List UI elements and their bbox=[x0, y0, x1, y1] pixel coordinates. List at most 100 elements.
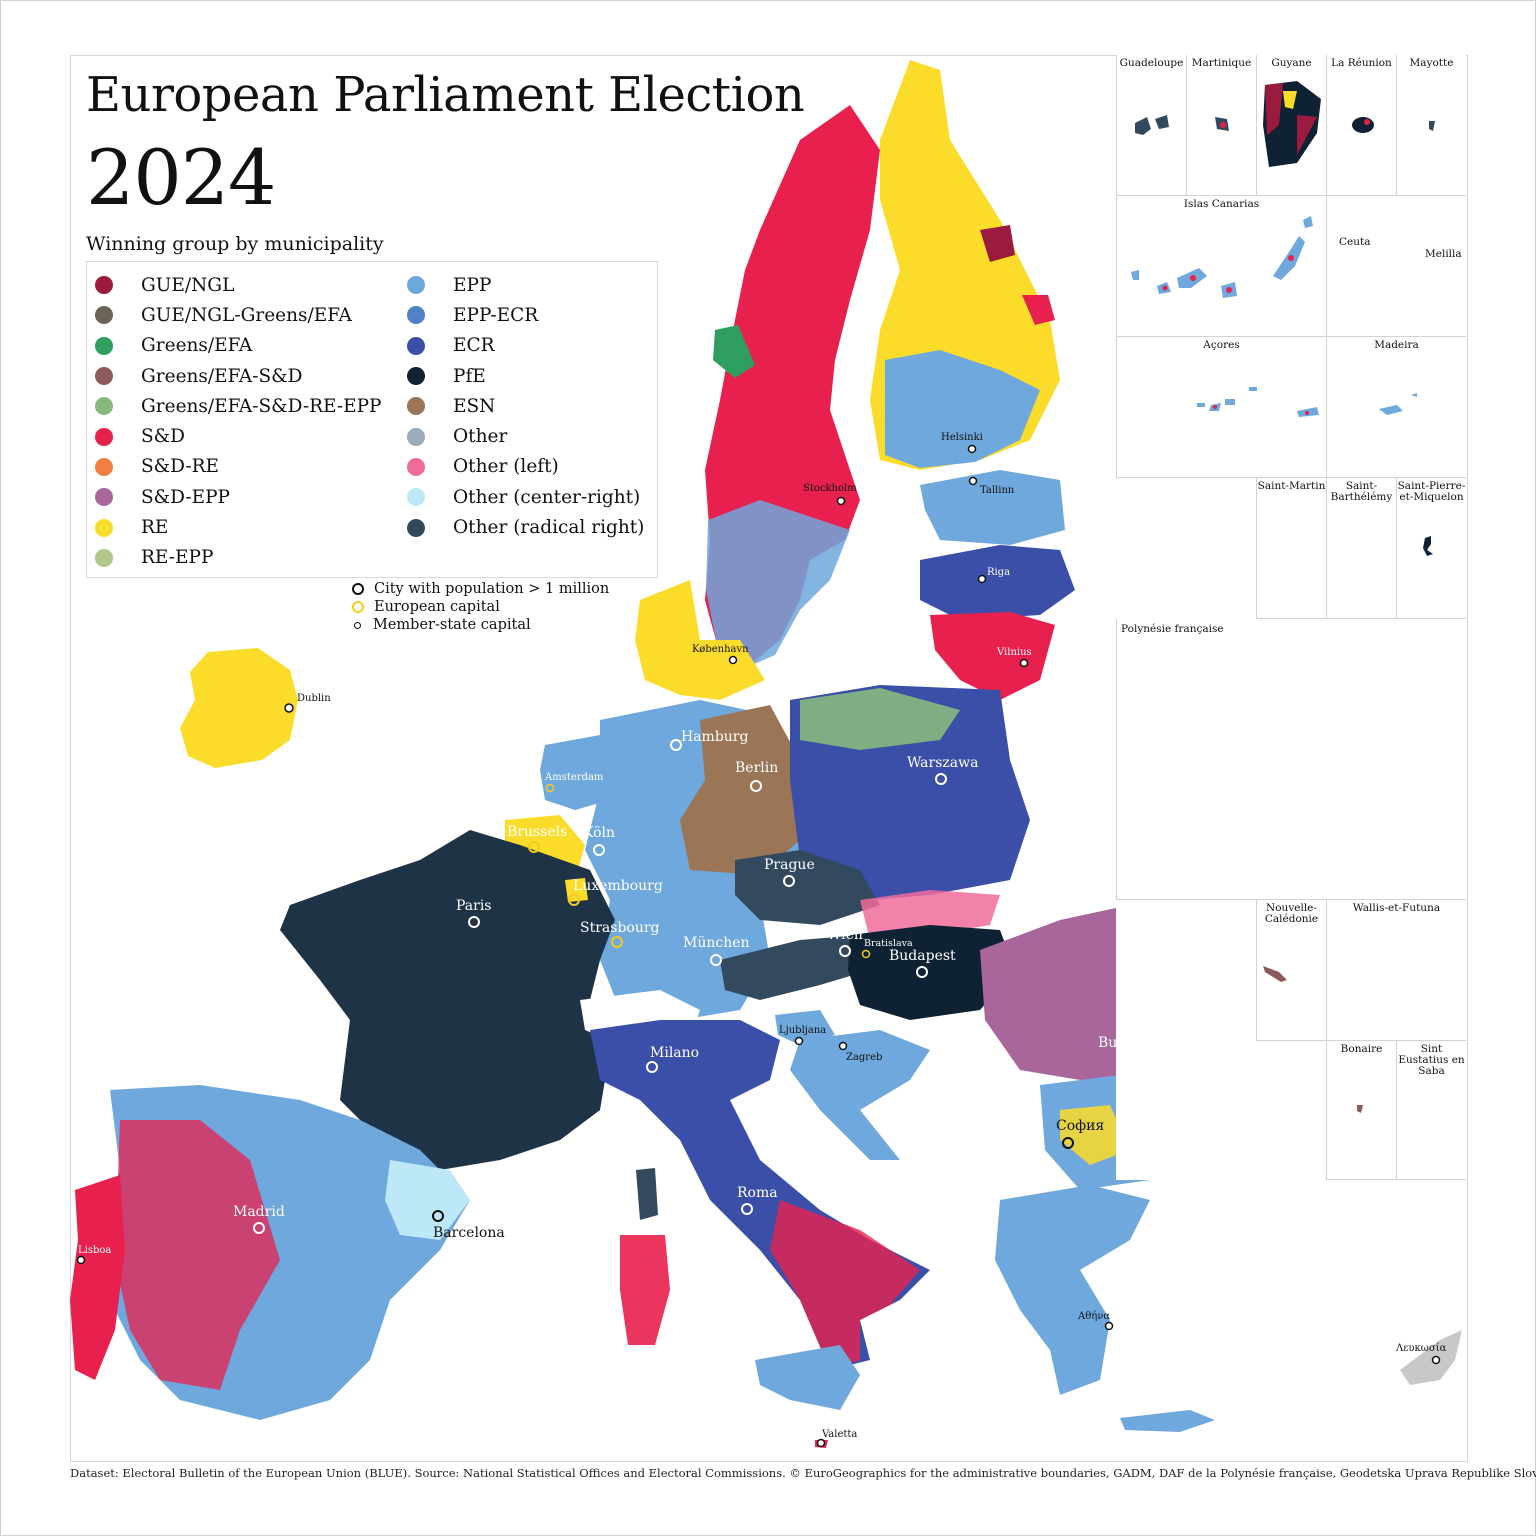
city-marker bbox=[568, 894, 580, 906]
city-label-warszawa: Warszawa bbox=[907, 755, 978, 771]
legend-title: Winning group by municipality bbox=[86, 233, 384, 255]
city-marker bbox=[545, 783, 555, 793]
region-latvia bbox=[920, 545, 1075, 620]
city-marker bbox=[968, 476, 978, 486]
city-label-munchen: München bbox=[683, 935, 750, 951]
city-label-wien: Wien bbox=[827, 927, 863, 943]
region-spain-sd bbox=[115, 1120, 280, 1390]
map-title: European Parliament Election bbox=[86, 67, 805, 123]
city-label-tallinn: Tallinn bbox=[980, 485, 1015, 496]
legend: GUE/NGL GUE/NGL-Greens/EFA Greens/EFA Gr… bbox=[86, 261, 658, 578]
legend-swatch bbox=[407, 306, 425, 325]
legend-item: EPP bbox=[407, 270, 644, 300]
region-bulgaria-re bbox=[1060, 1105, 1130, 1165]
inset-shape bbox=[1135, 115, 1169, 135]
region-finland-sd bbox=[1022, 295, 1055, 325]
legend-label: Other (left) bbox=[453, 456, 559, 478]
region-austria bbox=[720, 935, 870, 1000]
inset-shape bbox=[1379, 393, 1417, 415]
legend-swatch bbox=[95, 367, 113, 386]
legend-swatch bbox=[95, 397, 113, 416]
legend-label: Greens/EFA-S&D bbox=[141, 365, 303, 387]
big-city-marker-icon bbox=[352, 583, 364, 595]
legend-item: Greens/EFA bbox=[95, 331, 382, 361]
city-marker bbox=[432, 1210, 444, 1222]
city-marker bbox=[783, 875, 795, 887]
city-marker bbox=[916, 966, 928, 978]
city-label-dublin: Dublin bbox=[297, 693, 331, 704]
overseas-insets: Guadeloupe Martinique Guyane La Réunion … bbox=[1116, 55, 1466, 1180]
city-marker bbox=[838, 1041, 848, 1051]
marker-legend-label: Member-state capital bbox=[373, 617, 531, 633]
region-sweden-south-epp bbox=[706, 500, 850, 668]
city-label-riga: Riga bbox=[987, 567, 1010, 578]
legend-item: GUE/NGL-Greens/EFA bbox=[95, 300, 382, 330]
city-marker bbox=[253, 1222, 265, 1234]
inset-acores: Açores bbox=[1116, 337, 1326, 478]
inset-label: Martinique bbox=[1191, 57, 1252, 69]
region-italy-south-sd bbox=[770, 1200, 920, 1370]
city-label-koln: Köln bbox=[583, 825, 615, 841]
inset-label: Madeira bbox=[1374, 339, 1419, 351]
region-finland-south-epp bbox=[885, 350, 1040, 468]
inset-label-ceuta: Ceuta bbox=[1339, 236, 1371, 248]
inset-label-melilla: Melilla bbox=[1425, 248, 1462, 260]
city-marker bbox=[611, 936, 623, 948]
inset-label: La Réunion bbox=[1331, 57, 1392, 69]
city-marker bbox=[468, 916, 480, 928]
region-finland-gue bbox=[980, 225, 1015, 262]
legend-item: ECR bbox=[407, 331, 644, 361]
inset-wallis: Wallis-et-Futuna bbox=[1326, 900, 1466, 1041]
city-marker bbox=[728, 655, 738, 665]
region-sicily bbox=[755, 1345, 860, 1410]
inset-label: Açores bbox=[1203, 339, 1240, 351]
city-marker bbox=[935, 773, 947, 785]
inset-saint-martin: Saint-Martin bbox=[1256, 478, 1326, 619]
region-lithuania bbox=[930, 612, 1055, 700]
inset-bonaire: Bonaire bbox=[1326, 1041, 1396, 1180]
city-marker bbox=[528, 841, 540, 853]
city-label-prague: Prague bbox=[764, 857, 815, 873]
member-capital-marker-icon bbox=[354, 621, 361, 629]
legend-label: ESN bbox=[453, 395, 496, 417]
inset-caledonie: Nouvelle-Calédonie bbox=[1256, 900, 1326, 1041]
inset-label: Saint-Martin bbox=[1257, 480, 1326, 492]
inset-polynesie: Polynésie française bbox=[1116, 619, 1466, 900]
inset-shape bbox=[1263, 966, 1287, 982]
city-label-paris: Paris bbox=[456, 898, 492, 914]
map-frame bbox=[70, 55, 1468, 1462]
inset-shape bbox=[1357, 1105, 1363, 1113]
region-czechia bbox=[735, 850, 880, 925]
legend-label: Greens/EFA-S&D-RE-EPP bbox=[141, 395, 382, 417]
legend-item: Other (left) bbox=[407, 452, 644, 482]
legend-label: ECR bbox=[453, 335, 495, 357]
legend-swatch bbox=[407, 488, 425, 507]
legend-item: S&D bbox=[95, 421, 382, 451]
legend-column-right: EPP EPP-ECR ECR PfE ESN Other Other (lef… bbox=[407, 270, 644, 543]
legend-item: S&D-EPP bbox=[95, 482, 382, 512]
city-label-athina: Αθήνα bbox=[1077, 1311, 1110, 1322]
inset-shape bbox=[1131, 216, 1313, 298]
legend-swatch bbox=[407, 367, 425, 386]
legend-swatch bbox=[95, 306, 113, 325]
city-marker bbox=[284, 703, 294, 713]
city-marker bbox=[646, 1061, 658, 1073]
legend-swatch bbox=[95, 457, 113, 476]
city-label-budapest: Budapest bbox=[889, 948, 956, 964]
city-label-berlin: Berlin bbox=[735, 760, 778, 776]
city-label-brussels: Brussels bbox=[507, 824, 567, 840]
inset-label: Mayotte bbox=[1409, 57, 1454, 69]
legend-label: Greens/EFA bbox=[141, 335, 253, 357]
region-cyprus-main bbox=[1400, 1330, 1462, 1385]
inset-saint-barthelemy: Saint-Barthélémy bbox=[1326, 478, 1396, 619]
city-marker bbox=[816, 1438, 826, 1448]
city-label-amsterdam: Amsterdam bbox=[544, 772, 604, 783]
inset-label: Islas Canarias bbox=[1183, 198, 1260, 210]
region-portugal bbox=[70, 1175, 125, 1380]
european-capital-marker-icon bbox=[352, 601, 364, 613]
city-marker bbox=[794, 1036, 804, 1046]
region-greece bbox=[995, 1185, 1150, 1395]
legend-swatch bbox=[407, 397, 425, 416]
legend-label: EPP bbox=[453, 274, 492, 296]
city-label-sofia: София bbox=[1056, 1118, 1104, 1134]
